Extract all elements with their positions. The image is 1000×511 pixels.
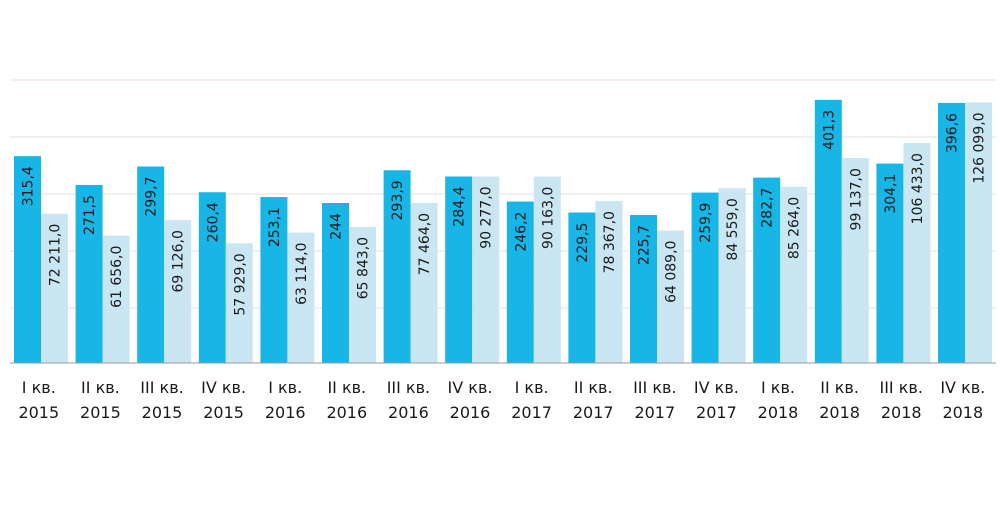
x-tick-quarter: III кв. (633, 378, 676, 397)
bar-series-2 (472, 176, 500, 363)
bar-series-2 (533, 176, 561, 363)
x-tick-quarter: I кв. (761, 378, 795, 397)
bar-series-1 (198, 192, 226, 363)
bar-value-label: 284,4 (452, 186, 468, 226)
bar-value-label: 293,9 (390, 180, 406, 220)
x-tick-quarter: II кв. (574, 378, 613, 397)
bar-series-1 (75, 184, 103, 363)
bar-series-1 (260, 197, 288, 363)
bar-value-label: 63 114,0 (294, 243, 310, 305)
chart-x-axis-ticks: I кв. 2015 II кв. 2015 III кв. 2015 IV кв. 2015… (18, 378, 985, 422)
bar-series-2 (225, 243, 253, 363)
bar-value-label: 315,4 (21, 166, 37, 206)
x-tick-year: 2015 (142, 403, 183, 422)
x-tick-quarter: IV кв. (694, 378, 739, 397)
bar-value-label: 229,5 (575, 223, 591, 263)
bar-value-label: 304,1 (883, 174, 899, 214)
bar-series-2 (780, 186, 808, 363)
x-tick-year: 2015 (80, 403, 121, 422)
bar-value-label: 72 211,0 (48, 224, 64, 286)
x-tick-quarter: I кв. (268, 378, 302, 397)
chart-bars: 315,4 72 211,0 271,5 61 656,0 299,7 69 126,0 2… (14, 99, 992, 364)
bar-value-label: 299,7 (144, 176, 160, 216)
bar-series-2 (349, 226, 376, 363)
bar-value-label: 78 367,0 (602, 211, 618, 273)
x-tick-year: 2017 (696, 403, 737, 422)
bar-series-2 (903, 143, 931, 363)
bar-series-2 (965, 102, 992, 364)
x-tick-year: 2016 (450, 403, 491, 422)
bar-series-1 (137, 166, 165, 363)
x-tick-quarter: II кв. (81, 378, 120, 397)
bar-value-label: 126 099,0 (972, 112, 988, 183)
x-tick-year: 2017 (573, 403, 614, 422)
bar-series-1 (445, 176, 473, 363)
bar-series-1 (14, 156, 41, 363)
bar-series-2 (657, 230, 684, 363)
x-tick-year: 2015 (203, 403, 244, 422)
x-tick-year: 2017 (634, 403, 675, 422)
bar-value-label: 225,7 (637, 225, 653, 265)
bar-value-label: 260,4 (205, 202, 221, 242)
bar-series-1 (814, 99, 842, 363)
x-tick-year: 2018 (758, 403, 799, 422)
bar-value-label: 99 137,0 (848, 168, 864, 230)
x-tick-quarter: I кв. (515, 378, 549, 397)
bar-series-2 (164, 220, 192, 363)
bar-value-label: 77 464,0 (417, 213, 433, 275)
bar-value-label: 84 559,0 (725, 198, 741, 260)
bar-value-label: 69 126,0 (171, 230, 187, 292)
bar-series-1 (691, 192, 719, 363)
bar-value-label: 61 656,0 (109, 246, 125, 308)
x-tick-quarter: IV кв. (448, 378, 493, 397)
bar-value-label: 244 (329, 213, 345, 240)
x-tick-year: 2016 (265, 403, 306, 422)
bar-series-2 (102, 235, 130, 363)
x-tick-year: 2018 (819, 403, 860, 422)
bar-value-label: 271,5 (82, 195, 98, 235)
bar-series-2 (595, 201, 623, 363)
bar-value-label: 65 843,0 (356, 237, 372, 299)
x-tick-year: 2018 (881, 403, 922, 422)
x-tick-quarter: III кв. (879, 378, 922, 397)
bar-value-label: 396,6 (945, 113, 961, 153)
bar-series-2 (841, 158, 869, 363)
x-tick-quarter: II кв. (820, 378, 859, 397)
bar-value-label: 253,1 (267, 207, 283, 247)
bar-value-label: 106 433,0 (910, 153, 926, 224)
x-tick-year: 2016 (326, 403, 367, 422)
bar-value-label: 282,7 (760, 188, 776, 228)
bar-value-label: 90 163,0 (540, 187, 556, 249)
x-tick-quarter: II кв. (327, 378, 366, 397)
bar-series-1 (568, 212, 596, 363)
bar-value-label: 57 929,0 (232, 253, 248, 315)
bar-series-2 (718, 188, 746, 363)
bar-series-1 (938, 102, 965, 363)
bar-series-1 (630, 214, 657, 363)
bar-value-label: 246,2 (513, 212, 529, 252)
bar-value-label: 259,9 (698, 203, 714, 243)
x-tick-year: 2017 (511, 403, 552, 422)
bar-value-label: 90 277,0 (479, 186, 495, 248)
bar-series-1 (876, 163, 904, 363)
bar-series-1 (506, 201, 534, 363)
bar-series-1 (383, 170, 411, 363)
x-tick-quarter: III кв. (387, 378, 430, 397)
x-tick-year: 2015 (18, 403, 59, 422)
bar-series-2 (41, 213, 68, 363)
bar-value-label: 64 089,0 (664, 241, 680, 303)
bar-series-2 (287, 232, 315, 363)
bar-series-2 (410, 202, 438, 363)
x-tick-quarter: I кв. (22, 378, 56, 397)
x-tick-year: 2016 (388, 403, 429, 422)
x-tick-quarter: IV кв. (940, 378, 985, 397)
bar-value-label: 401,3 (821, 110, 837, 150)
bar-series-1 (753, 177, 781, 363)
x-tick-year: 2018 (942, 403, 983, 422)
bar-value-label: 85 264,0 (787, 197, 803, 259)
x-tick-quarter: IV кв. (201, 378, 246, 397)
x-tick-quarter: III кв. (140, 378, 183, 397)
bar-series-1 (322, 202, 349, 363)
